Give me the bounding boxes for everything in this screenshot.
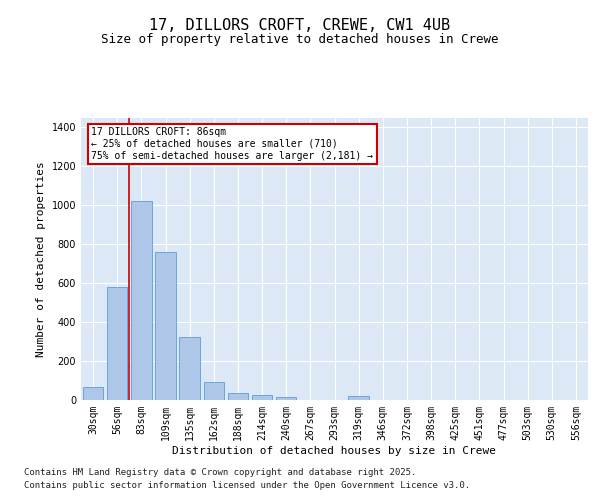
Y-axis label: Number of detached properties: Number of detached properties xyxy=(36,161,46,356)
Text: Contains public sector information licensed under the Open Government Licence v3: Contains public sector information licen… xyxy=(24,480,470,490)
Text: 17, DILLORS CROFT, CREWE, CW1 4UB: 17, DILLORS CROFT, CREWE, CW1 4UB xyxy=(149,18,451,32)
Bar xyxy=(276,397,296,400)
Bar xyxy=(107,287,127,400)
Bar xyxy=(349,396,369,400)
Text: Size of property relative to detached houses in Crewe: Size of property relative to detached ho… xyxy=(101,32,499,46)
Bar xyxy=(203,382,224,400)
Bar xyxy=(252,395,272,400)
Bar xyxy=(83,388,103,400)
X-axis label: Distribution of detached houses by size in Crewe: Distribution of detached houses by size … xyxy=(173,446,497,456)
Text: Contains HM Land Registry data © Crown copyright and database right 2025.: Contains HM Land Registry data © Crown c… xyxy=(24,468,416,477)
Text: 17 DILLORS CROFT: 86sqm
← 25% of detached houses are smaller (710)
75% of semi-d: 17 DILLORS CROFT: 86sqm ← 25% of detache… xyxy=(91,128,373,160)
Bar xyxy=(155,252,176,400)
Bar xyxy=(131,202,152,400)
Bar xyxy=(179,336,200,400)
Bar xyxy=(227,393,248,400)
